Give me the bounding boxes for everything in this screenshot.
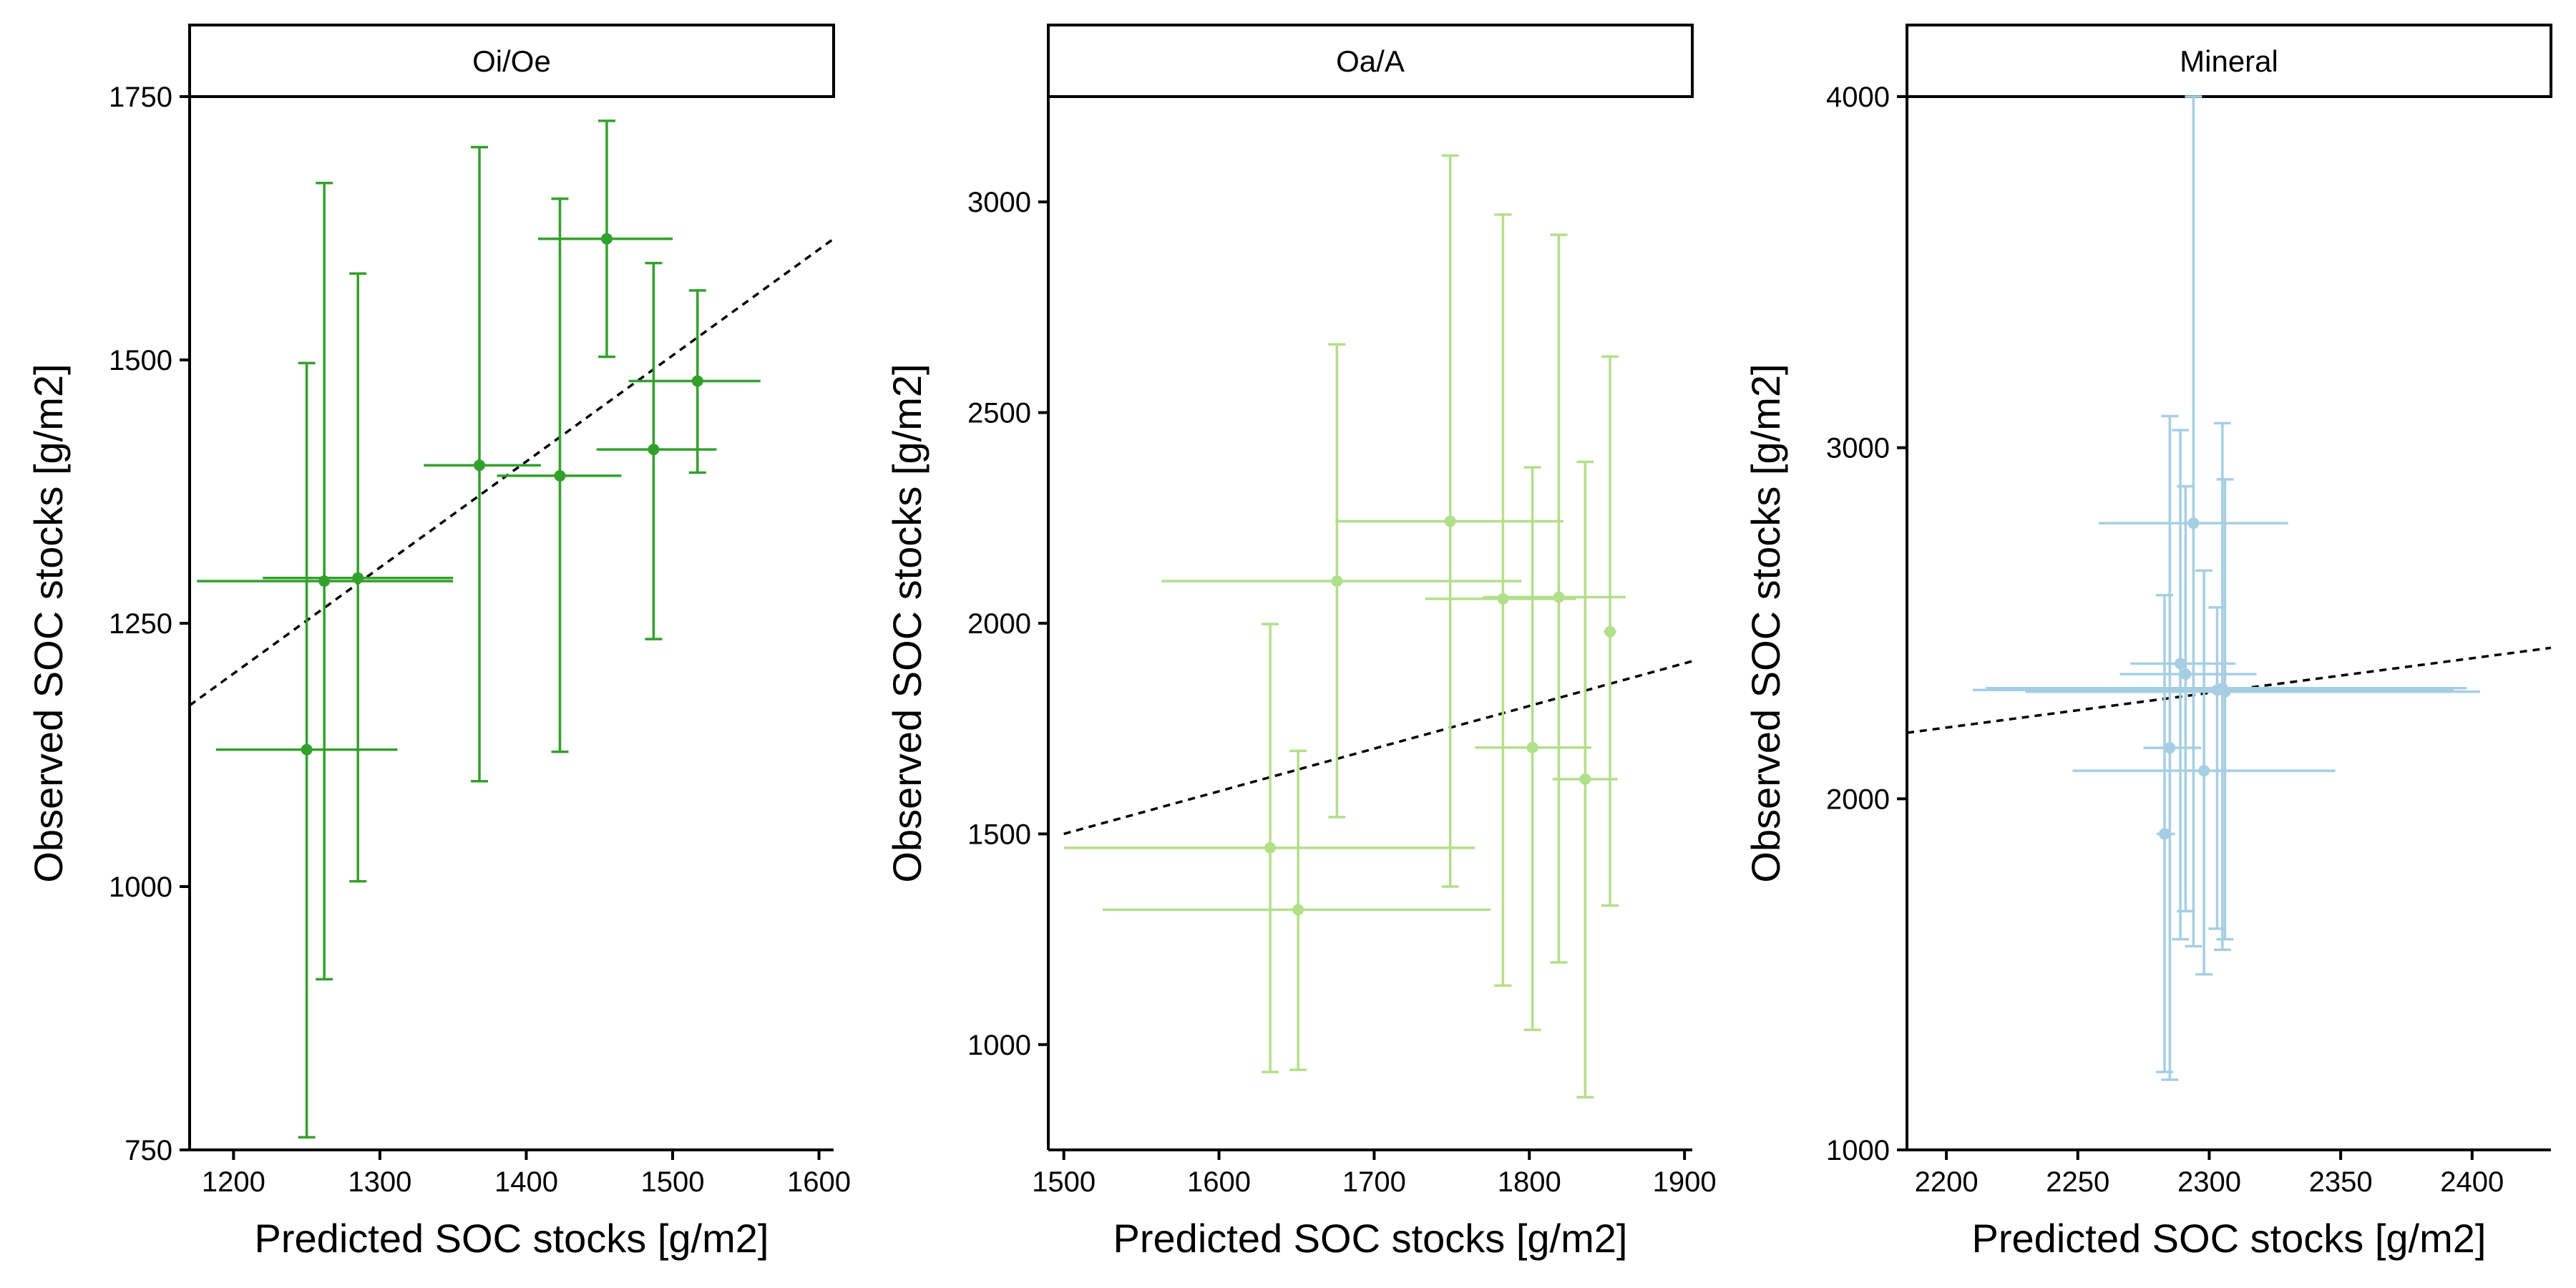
- y-tick-label: 4000: [1826, 82, 1890, 113]
- x-tick-label: 1300: [348, 1166, 411, 1198]
- data-point-2: [1102, 749, 1491, 1071]
- data-point-4: [1335, 154, 1563, 888]
- x-tick-label: 2400: [2440, 1166, 2504, 1198]
- data-point-marker: [2180, 668, 2192, 680]
- facet-title: Oi/Oe: [472, 44, 551, 78]
- x-tick-label: 2350: [2309, 1166, 2373, 1198]
- y-axis-title: Observed SOC stocks [g/m2]: [26, 364, 71, 882]
- x-tick-label: 1400: [494, 1166, 558, 1198]
- y-tick-label: 2000: [1826, 784, 1890, 815]
- y-tick-label: 1500: [109, 345, 172, 376]
- y-tick-label: 1000: [109, 872, 172, 903]
- data-point-marker: [1331, 575, 1343, 587]
- x-tick-label: 1600: [787, 1166, 851, 1198]
- y-tick-label: 3000: [967, 187, 1031, 218]
- data-point-marker: [2159, 828, 2170, 840]
- y-tick-label: 1750: [109, 82, 172, 113]
- reference-line: [190, 238, 835, 707]
- data-point-1: [1063, 623, 1475, 1073]
- data-point-3: [263, 272, 454, 883]
- data-point-2: [197, 181, 454, 981]
- data-point-2: [2143, 414, 2202, 1081]
- data-point-6: [537, 119, 673, 358]
- y-tick-label: 1000: [967, 1030, 1031, 1061]
- data-point-8: [628, 289, 761, 474]
- data-point-3: [1161, 343, 1522, 819]
- y-tick-label: 1500: [967, 819, 1031, 850]
- x-tick-label: 2300: [2177, 1166, 2241, 1198]
- data-point-marker: [648, 444, 660, 456]
- panel-2: Oa/A 1500 1600 1700 1800 1900 1000 1500 2000 2500…: [884, 24, 1717, 1261]
- x-tick-label: 1200: [202, 1166, 265, 1198]
- data-point-5: [1425, 213, 1576, 987]
- data-point-marker: [1553, 591, 1565, 603]
- x-tick-label: 2250: [2046, 1166, 2109, 1198]
- data-point-marker: [2198, 765, 2210, 777]
- data-point-6: [1475, 466, 1592, 1031]
- data-point-4: [424, 145, 541, 783]
- data-point-6: [2072, 569, 2336, 976]
- data-point-5: [497, 197, 622, 753]
- y-tick-label: 750: [125, 1135, 172, 1166]
- data-point-marker: [1444, 515, 1456, 527]
- y-tick-label: 2500: [967, 398, 1031, 429]
- facet-strip: [188, 24, 835, 98]
- x-axis-title: Predicted SOC stocks [g/m2]: [1113, 1216, 1628, 1261]
- panel-1: Oi/Oe 1200 1300 1400 1500 1600 750 1000 1250 1500…: [26, 24, 851, 1261]
- facet-strip: [1906, 24, 2552, 98]
- data-point-marker: [301, 743, 313, 756]
- y-axis-title: Observed SOC stocks [g/m2]: [1743, 364, 1788, 882]
- data-point-marker: [691, 375, 703, 387]
- x-tick-label: 1500: [641, 1166, 705, 1198]
- data-point-4: [2119, 484, 2257, 913]
- data-point-marker: [600, 233, 613, 245]
- data-point-marker: [2175, 658, 2187, 670]
- facet-title: Mineral: [2180, 44, 2278, 78]
- data-point-1: [2156, 593, 2175, 1073]
- x-tick-label: 1500: [1032, 1166, 1096, 1198]
- y-tick-label: 1000: [1826, 1135, 1890, 1166]
- data-point-marker: [2219, 686, 2231, 698]
- data-point-marker: [1292, 904, 1304, 916]
- data-point-marker: [1264, 841, 1277, 854]
- x-tick-label: 2200: [1915, 1166, 1979, 1198]
- y-axis-title: Observed SOC stocks [g/m2]: [884, 364, 930, 882]
- reference-line: [1063, 660, 1693, 836]
- x-axis-title: Predicted SOC stocks [g/m2]: [255, 1216, 769, 1261]
- x-axis-title: Predicted SOC stocks [g/m2]: [1972, 1216, 2487, 1261]
- data-point-5: [2099, 95, 2288, 948]
- data-point-marker: [474, 459, 485, 472]
- x-tick-label: 1600: [1187, 1166, 1251, 1198]
- x-tick-label: 1800: [1498, 1166, 1561, 1198]
- data-point-1: [215, 361, 398, 1139]
- data-point-7: [1972, 606, 2454, 930]
- data-point-7: [1483, 233, 1626, 964]
- data-point-marker: [1497, 592, 1509, 605]
- data-point-marker: [2164, 742, 2176, 754]
- panel-3: Mineral 2200 2250 2300 2350 2400 1000 2000 3000 4…: [1743, 24, 2552, 1261]
- data-point-marker: [1579, 773, 1591, 785]
- y-tick-label: 3000: [1826, 433, 1890, 464]
- data-point-8: [1552, 460, 1618, 1099]
- data-point-9: [2025, 478, 2480, 941]
- x-tick-label: 1700: [1342, 1166, 1406, 1198]
- data-point-marker: [1604, 625, 1616, 638]
- facet-strip: [1047, 24, 1694, 98]
- data-point-marker: [554, 469, 566, 482]
- facet-title: Oa/A: [1336, 44, 1405, 78]
- x-tick-label: 1900: [1653, 1166, 1717, 1198]
- y-tick-label: 1250: [109, 608, 172, 640]
- data-point-9: [1601, 355, 1619, 907]
- data-point-marker: [352, 572, 364, 584]
- y-tick-label: 2000: [967, 608, 1031, 640]
- data-point-marker: [2187, 517, 2200, 530]
- data-point-marker: [1526, 741, 1538, 753]
